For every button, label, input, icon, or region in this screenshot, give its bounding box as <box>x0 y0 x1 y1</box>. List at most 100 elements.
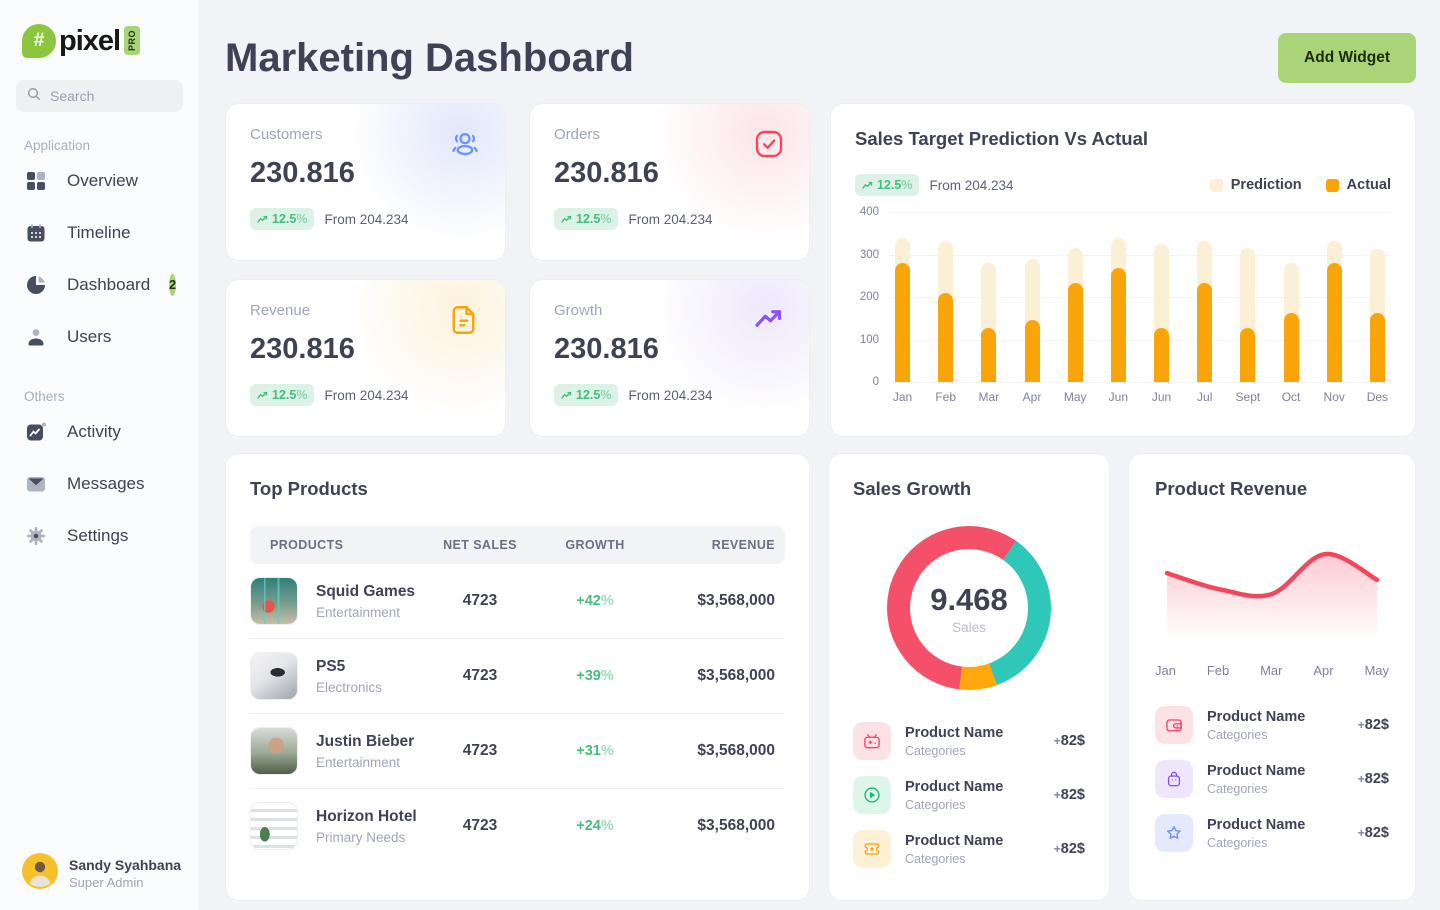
area-chart <box>1129 522 1415 647</box>
bar-group: Jul <box>1197 212 1212 404</box>
x-tick-label: Feb <box>1206 663 1230 678</box>
page-header: Marketing Dashboard Add Widget <box>225 0 1416 83</box>
avatar <box>22 853 58 894</box>
x-tick-label: Jan <box>892 390 913 404</box>
legend-swatch <box>1209 178 1223 192</box>
notification-badge: 2 <box>169 274 177 296</box>
hotel-thumbnail <box>250 802 298 850</box>
actual-bar <box>1240 328 1256 382</box>
table-row[interactable]: PS5 Electronics 4723 +39% $3,568,000 <box>250 639 785 714</box>
search-box[interactable] <box>16 80 183 112</box>
sidebar-item-label: Messages <box>67 474 145 493</box>
bar-group: May <box>1064 212 1087 404</box>
stat-label: Revenue <box>250 302 311 319</box>
chart-from-label: From 204.234 <box>929 177 1014 193</box>
bottom-row: Top Products PRODUCTS NET SALES GROWTH R… <box>225 453 1416 901</box>
bar-group: Mar <box>979 212 999 404</box>
actual-bar <box>1067 282 1083 382</box>
pie-chart-icon <box>24 273 48 297</box>
product-name: PS5 <box>316 657 346 675</box>
product-name: Product Name <box>905 724 1004 741</box>
main-content: Marketing Dashboard Add Widget Customers… <box>200 0 1440 901</box>
revenue-value: $3,568,000 <box>697 817 775 834</box>
actual-bar <box>1326 262 1342 382</box>
x-tick-label: Sept <box>1235 390 1261 404</box>
growth-value: +31% <box>576 743 614 759</box>
gridline <box>889 382 1391 383</box>
area-x-labels: Jan Feb Mar Apr May <box>1129 663 1415 678</box>
search-input[interactable] <box>50 88 173 104</box>
x-tick-label: Feb <box>935 390 957 404</box>
stat-card-orders: Orders 230.816 12.5% From 204.234 <box>529 103 810 261</box>
sidebar-item-messages[interactable]: Messages <box>16 458 183 510</box>
legend-item-actual: Actual <box>1325 177 1391 193</box>
legend-swatch <box>1325 178 1339 192</box>
growth-value: +39% <box>576 668 614 684</box>
stat-value: 230.816 <box>554 157 659 189</box>
y-tick-label: 100 <box>859 333 879 346</box>
actual-bar <box>938 292 954 382</box>
donut-value: 9.468 <box>930 581 1008 617</box>
top-products-title: Top Products <box>250 478 368 499</box>
list-item[interactable]: Product Name Categories +82$ <box>853 768 1085 822</box>
chart-delta-badge: 12.5% <box>855 174 920 196</box>
x-tick-label: May <box>1364 663 1389 678</box>
file-icon <box>447 302 483 343</box>
gridline <box>889 339 1391 341</box>
activity-icon <box>24 420 48 444</box>
sidebar-item-dashboard[interactable]: Dashboard 2 <box>16 259 183 311</box>
sidebar-item-activity[interactable]: Activity <box>16 406 183 458</box>
sidebar-item-users[interactable]: Users <box>16 311 183 363</box>
tv-icon <box>853 722 891 760</box>
sidebar-item-settings[interactable]: Settings <box>16 510 183 562</box>
table-row[interactable]: Squid Games Entertainment 4723 +42% $3,5… <box>250 564 785 639</box>
y-axis-labels: 400 300 200 100 0 <box>855 206 889 388</box>
gear-icon <box>24 524 48 548</box>
bar-group: Jan <box>893 212 912 404</box>
list-item[interactable]: Product Name Categories +82$ <box>853 714 1085 768</box>
x-tick-label: Des <box>1366 390 1389 404</box>
table-header: PRODUCTS NET SALES GROWTH REVENUE <box>250 526 785 564</box>
growth-value: +42% <box>576 593 614 609</box>
stat-label: Orders <box>554 126 600 143</box>
list-item[interactable]: Product Name Categories +82$ <box>853 822 1085 876</box>
x-tick-label: Jun <box>1108 390 1129 404</box>
legend-item-prediction: Prediction <box>1209 177 1302 193</box>
x-tick-label: Jan <box>1155 663 1176 678</box>
actual-bar <box>1369 312 1385 382</box>
logo-text: pixel <box>59 24 121 57</box>
user-profile[interactable]: Sandy Syahbana Super Admin <box>22 853 181 894</box>
list-item[interactable]: Product Name Categories +82$ <box>1155 698 1389 752</box>
list-item[interactable]: Product Name Categories +82$ <box>1155 752 1389 806</box>
app-logo[interactable]: # pixel PRO <box>22 24 183 58</box>
column-growth: GROWTH <box>565 538 625 552</box>
table-row[interactable]: Horizon Hotel Primary Needs 4723 +24% $3… <box>250 789 785 863</box>
sidebar-item-timeline[interactable]: Timeline <box>16 207 183 259</box>
stat-card-revenue: Revenue 230.816 12.5% From 204.234 <box>225 279 506 437</box>
product-name: Product Name <box>905 832 1004 849</box>
add-widget-button[interactable]: Add Widget <box>1278 33 1416 83</box>
sidebar-item-overview[interactable]: Overview <box>16 155 183 207</box>
nav-section-label: Others <box>24 389 65 404</box>
y-tick-label: 400 <box>859 206 879 218</box>
squid-thumbnail <box>250 577 298 625</box>
product-revenue-list: Product Name Categories +82$ Product Nam… <box>1129 698 1415 860</box>
bar-chart-plot: Jan Feb Mar Apr May Jun Jun Jul Sept Oct… <box>889 212 1391 404</box>
trend-up-icon <box>751 302 787 343</box>
search-icon <box>26 86 42 107</box>
table-row[interactable]: Justin Bieber Entertainment 4723 +31% $3… <box>250 714 785 789</box>
product-name: Product Name <box>1207 762 1306 779</box>
product-category: Categories <box>1207 727 1268 742</box>
sidebar-nav: Application Overview Timeline Dashboard 2… <box>16 138 183 562</box>
actual-bar <box>1283 312 1299 382</box>
product-category: Categories <box>905 797 966 812</box>
revenue-value: $3,568,000 <box>697 742 775 759</box>
bag-icon <box>1155 760 1193 798</box>
nav-section-label: Application <box>24 138 91 153</box>
stat-from-label: From 204.234 <box>324 387 409 403</box>
sidebar-item-label: Settings <box>67 526 129 545</box>
actual-bar <box>981 328 997 382</box>
bar-group: Nov <box>1324 212 1345 404</box>
product-name: Product Name <box>1207 708 1306 725</box>
list-item[interactable]: Product Name Categories +82$ <box>1155 806 1389 860</box>
